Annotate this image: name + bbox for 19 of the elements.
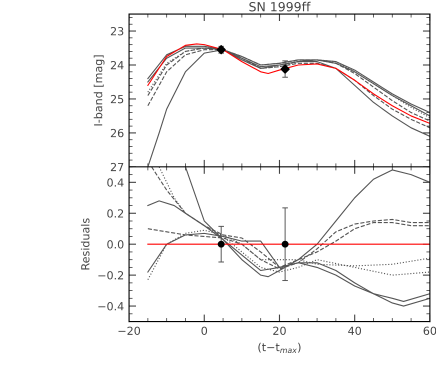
y-tick-label: 0.4 [107,178,124,187]
y-axis-title: Residuals [80,218,90,270]
y-tick-label: 25 [110,94,124,104]
x-tick-label: 0 [201,326,208,335]
x-tick-label: 40 [348,326,362,335]
x-tick-label: −20 [118,326,140,335]
y-tick-label: −0.4 [98,302,124,310]
y-tick-label: 24 [110,60,124,70]
y-tick-label: −0.2 [98,271,124,280]
y-tick-label: 23 [110,27,124,36]
y-tick-label: 0.0 [107,240,124,249]
y-tick-label: 0.2 [107,209,124,218]
y-tick-label: 26 [110,128,124,138]
x-tick-label: 60 [424,326,436,335]
x-tick-label: 20 [273,326,286,335]
chart-title: SN 1999ff [249,2,311,12]
x-axis-title: (t−t$_{max}$) [258,342,301,354]
y-axis-title: I-band [mag] [94,55,104,126]
y-tick-label: 27 [110,162,124,172]
